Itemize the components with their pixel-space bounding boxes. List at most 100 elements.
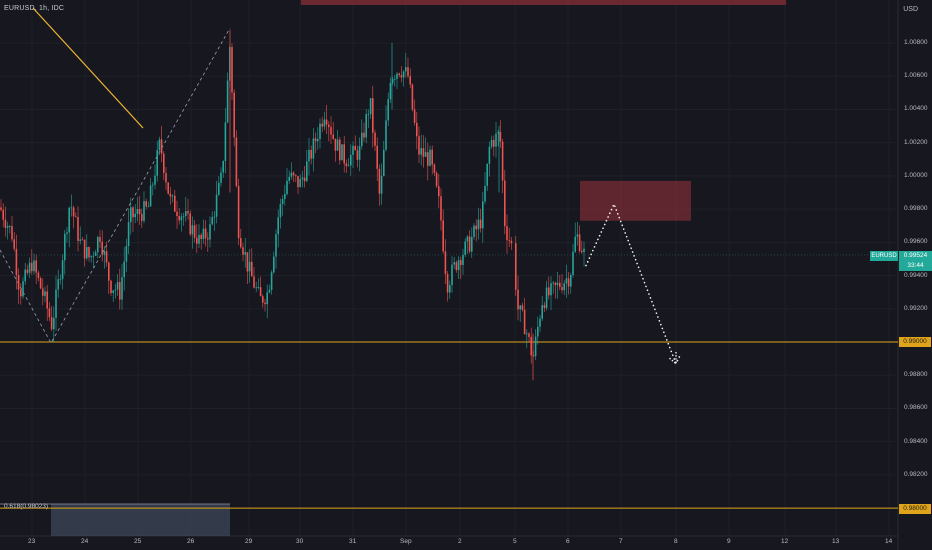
candle-body [539,318,541,327]
candle-body [257,287,260,288]
candle-body [462,254,464,265]
candle-body [563,283,565,291]
candle-body [378,168,381,194]
candle-body [295,175,297,177]
candle-body [189,213,191,235]
candle-body [24,269,26,282]
last-price-badge: 0.99524 33:44 [899,251,932,271]
candle-body [391,79,394,83]
candle-body [449,285,451,293]
candle-body [185,211,187,217]
candle-body [380,175,383,194]
candle-body [411,84,414,110]
candle-body [112,290,114,294]
candle-body [196,237,198,244]
candle-body [521,305,524,310]
candle-body [218,182,220,195]
candle-body [22,281,24,297]
candle-body [240,238,242,248]
candle-body [572,251,574,276]
price-tick-label: 0.99800 [904,205,928,213]
candle-body [464,241,466,255]
candle-body [233,92,235,138]
candle-body [418,136,420,155]
candle-body [383,149,385,176]
candle-body [574,236,576,252]
candle-body [446,274,449,293]
candle-body [526,333,528,335]
time-tick-label: 8 [674,538,678,545]
candle-body [81,239,84,241]
time-tick-label: 5 [513,538,517,545]
candle-body [523,309,526,335]
candle-body [259,287,262,297]
candle-body [17,274,20,290]
candle-body [174,195,176,212]
candle-body [376,145,378,169]
candle-body [187,211,189,214]
candle-body [519,305,521,310]
candle-body [317,139,319,142]
candle-body [433,164,436,173]
candle-body [171,195,174,197]
candle-body [275,234,277,257]
candle-body [479,219,482,229]
price-tick-label: 1.00600 [904,72,928,80]
candle-body [413,109,416,123]
fib-level-label: 0.618(0.98023) [4,503,49,510]
candle-body [495,133,497,147]
candle-body [266,292,268,305]
candle-body [490,139,493,147]
candle-body [369,98,372,115]
candle-body [103,251,106,255]
candle-body [39,278,42,289]
level-badge-0.99: 0.99000 [899,337,931,347]
candle-body [567,278,570,287]
candle-body [125,246,128,262]
candle-body [242,247,244,255]
candle-body [363,132,365,138]
time-tick-label: 9 [727,538,731,545]
candle-body [416,122,418,137]
candle-body [424,152,427,157]
candle-body [440,196,442,221]
candle-body [147,206,150,208]
candle-body [46,291,48,309]
candle-body [306,161,308,182]
candle-body [90,256,92,258]
candle-body [13,239,15,249]
candle-body [105,251,108,263]
candle-body [132,207,134,218]
candle-body [207,238,209,240]
candle-body [180,216,183,221]
candle-body [561,287,563,291]
time-tick-label: 14 [885,538,893,545]
candle-body [79,239,81,241]
candle-body [15,248,18,275]
price-tick-label: 0.98600 [904,404,928,412]
candle-body [323,119,326,127]
time-tick-label: 24 [81,538,89,545]
candle-body [169,193,172,197]
candle-body [123,261,125,278]
candle-body [528,333,530,337]
candle-body [176,211,178,216]
projection-arrowhead [669,349,677,366]
candle-body [501,141,504,181]
candle-body [64,233,66,261]
price-tick-label: 1.00000 [904,171,928,179]
candle-body [455,262,458,271]
candle-body [435,172,438,187]
candle-body [48,308,51,318]
candle-body [471,237,473,252]
candle-body [31,262,33,272]
candle-body [281,199,284,205]
candle-body [70,207,73,209]
candle-body [68,207,70,233]
candle-body [504,180,506,227]
candle-body [303,177,306,182]
symbol-header[interactable]: EURUSD, 1h, IDC [4,5,65,12]
candle-body [328,124,330,128]
